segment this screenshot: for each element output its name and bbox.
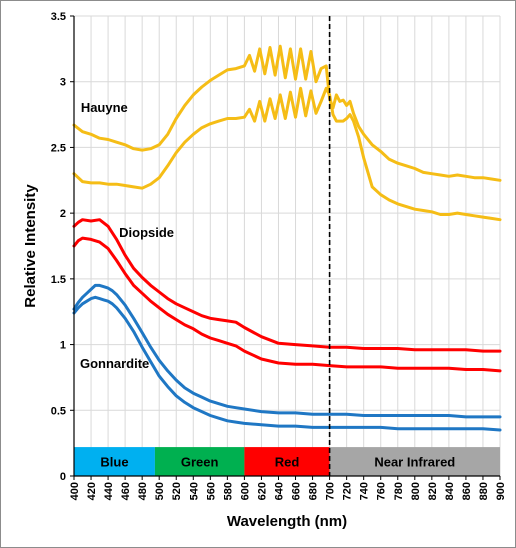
series-line-5 (72, 295, 502, 432)
x-tick-label-5: 500 (154, 482, 166, 500)
x-tick-label-3: 460 (120, 482, 132, 500)
band-2 (244, 447, 330, 476)
x-tick-label-11: 620 (256, 482, 268, 500)
x-tick-label-21: 820 (427, 482, 439, 500)
x-tick-label-7: 540 (188, 482, 200, 500)
x-tick-label-20: 800 (410, 482, 422, 500)
series-line-0 (72, 44, 502, 182)
y-tick-label-1: 0.5 (51, 405, 66, 417)
band-label-2: Red (275, 455, 300, 470)
y-tick-label-3: 1.5 (51, 274, 66, 286)
x-tick-label-14: 680 (308, 482, 320, 500)
series-line-1 (72, 86, 502, 222)
x-tick-label-12: 640 (273, 482, 285, 500)
x-tick-label-18: 760 (376, 482, 388, 500)
y-tick-label-7: 3.5 (51, 11, 66, 23)
x-tick-label-25: 900 (495, 482, 507, 500)
y-tick-label-6: 3 (60, 77, 66, 89)
y-tick-labels: 0 0.5 1 1.5 2 2.5 3 3.5 (51, 11, 74, 483)
y-tick-label-4: 2 (60, 208, 66, 220)
x-tick-label-4: 480 (137, 482, 149, 500)
x-tick-label-16: 720 (342, 482, 354, 500)
x-tick-label-13: 660 (291, 482, 303, 500)
x-tick-label-9: 580 (222, 482, 234, 500)
x-tick-label-23: 860 (461, 482, 473, 500)
x-tick-label-6: 520 (171, 482, 183, 500)
x-tick-label-22: 840 (444, 482, 456, 500)
x-tick-label-17: 740 (359, 482, 371, 500)
x-tick-labels: 400 420 440 460 480 500 520 540 560 580 600 620 640 6… (69, 476, 507, 500)
series-annotation-2: Gonnardite (80, 356, 149, 371)
x-axis-title: Wavelength (nm) (227, 513, 347, 530)
band-3 (329, 447, 500, 476)
band-1 (154, 447, 245, 476)
x-tick-label-2: 440 (103, 482, 115, 500)
axes (73, 16, 500, 477)
x-tick-label-0: 400 (69, 482, 81, 500)
band-label-3: Near Infrared (374, 455, 455, 470)
x-tick-label-24: 880 (478, 482, 490, 500)
band-0 (74, 447, 155, 476)
band-label-1: Green (181, 455, 219, 470)
wavelength-bands: Blue Green Red Near Infrared (74, 447, 500, 476)
band-label-0: Blue (100, 455, 128, 470)
series-line-3 (72, 236, 502, 373)
series-annotation-0: Hauyne (81, 100, 128, 115)
series-annotations: Hauyne Diopside Gonnardite (80, 100, 174, 371)
series-line-2 (72, 218, 502, 353)
x-tick-label-8: 560 (205, 482, 217, 500)
y-axis-title: Relative Intensity (22, 184, 39, 308)
series-lines (72, 44, 502, 432)
x-tick-label-1: 420 (86, 482, 98, 500)
x-tick-label-19: 780 (393, 482, 405, 500)
series-line-4 (72, 283, 502, 419)
y-tick-label-5: 2.5 (51, 142, 66, 154)
x-tick-label-15: 700 (325, 482, 337, 500)
y-tick-label-2: 1 (60, 340, 66, 352)
y-tick-label-0: 0 (60, 471, 66, 483)
series-annotation-1: Diopside (119, 225, 174, 240)
x-tick-label-10: 600 (239, 482, 251, 500)
grid (73, 15, 501, 477)
